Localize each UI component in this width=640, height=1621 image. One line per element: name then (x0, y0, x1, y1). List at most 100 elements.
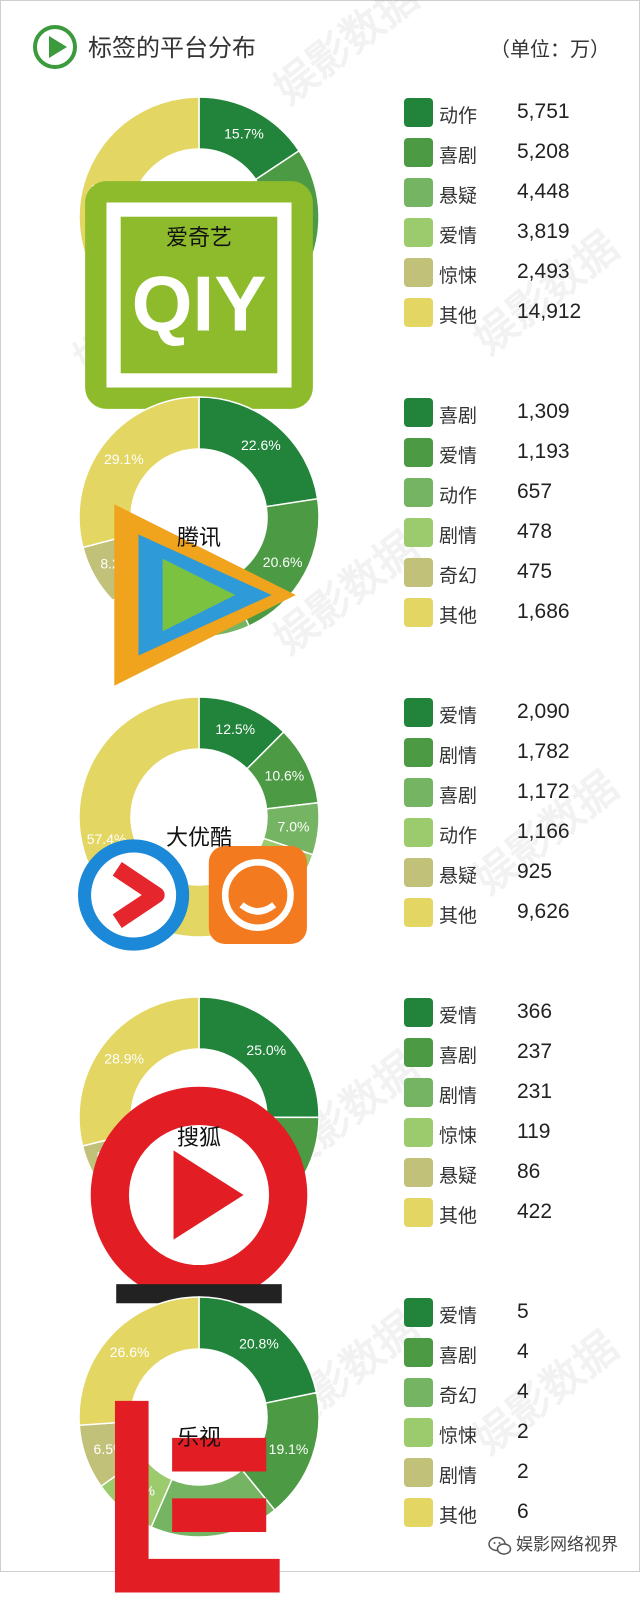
legend-swatch (404, 98, 433, 127)
legend-value-label: 4 (517, 1340, 529, 1363)
legend-item: 惊悚 2,493 (404, 258, 624, 288)
legend-category-label: 喜剧 (439, 406, 478, 427)
platform-section-sohu: 25.0%16.3%15.8%8.2%5.9%28.9% 搜狐 爱情 366 喜剧 2… (0, 996, 640, 1304)
legend-swatch (404, 1298, 433, 1327)
legend-swatch (404, 298, 433, 327)
platform-name: 搜狐 (176, 1125, 221, 1150)
legend-value-label: 119 (517, 1120, 551, 1143)
legend-swatch (404, 898, 433, 927)
legend-category-label: 惊悚 (439, 1126, 478, 1147)
iqiyi-logo: QIY (78, 174, 320, 409)
legend-value-label: 5 (517, 1300, 529, 1323)
legend-category-label: 奇幻 (439, 1386, 478, 1407)
legend-item: 剧情 1,782 (404, 738, 624, 768)
legend-item: 喜剧 237 (404, 1038, 624, 1068)
legend-item: 动作 657 (404, 478, 624, 508)
slice-percent-label: 20.6% (263, 554, 303, 570)
legend-swatch (404, 598, 433, 627)
legend-swatch (404, 738, 433, 767)
legend-value-label: 2,090 (517, 700, 570, 723)
donut-chart: 15.7%14.2%12.1%10.4%6.8%40.7% QIY 爱奇艺 (78, 96, 320, 409)
legend-value-label: 1,166 (517, 820, 570, 843)
page-title: 标签的平台分布 (88, 35, 256, 62)
donut-chart: 20.8% 19.1% 18.4% 8.5% 6.5% 26.6% 乐视 (78, 1296, 320, 1593)
legend-category-label: 剧情 (439, 526, 478, 547)
legend-value-label: 657 (517, 480, 553, 503)
legend-category-label: 剧情 (439, 1466, 478, 1487)
legend-value-label: 237 (517, 1040, 553, 1063)
legend-value-label: 5,208 (517, 140, 570, 163)
legend-swatch (404, 1418, 433, 1447)
tencent-video-logo (78, 474, 320, 686)
legend-category-label: 动作 (439, 826, 478, 847)
slice-percent-label: 22.6% (241, 437, 281, 453)
unit-label: （单位：万） (490, 39, 610, 61)
legend-item: 爱情 5 (404, 1298, 624, 1328)
legend-value-label: 4 (517, 1380, 529, 1403)
slice-percent-label: 12.5% (215, 721, 255, 737)
legend-value-label: 3,819 (517, 220, 570, 243)
legend-value-label: 366 (517, 1000, 553, 1023)
legend-category-label: 喜剧 (439, 146, 478, 167)
slice-percent-label: 15.7% (224, 125, 264, 141)
legend-item: 爱情 366 (404, 998, 624, 1028)
youku-tudou-icon (78, 839, 307, 951)
legend-category-label: 喜剧 (439, 1046, 478, 1067)
legend-category-label: 悬疑 (439, 1166, 478, 1187)
legend-item: 其他 14,912 (404, 298, 624, 328)
legend-value-label: 925 (517, 860, 553, 883)
legend-category-label: 其他 (439, 1206, 478, 1227)
legend-swatch (404, 1378, 433, 1407)
legend-category-label: 爱情 (439, 446, 478, 467)
legend-item: 奇幻 4 (404, 1378, 624, 1408)
platform-name: 腾讯 (176, 525, 221, 550)
legend-value-label: 478 (517, 520, 553, 543)
platform-name: 大优酷 (165, 825, 232, 850)
legend-item: 喜剧 4 (404, 1338, 624, 1368)
legend-item: 其他 422 (404, 1198, 624, 1228)
legend-swatch (404, 1498, 433, 1527)
legend-swatch (404, 398, 433, 427)
legend-item: 悬疑 925 (404, 858, 624, 888)
legend-swatch (404, 818, 433, 847)
legend-swatch (404, 998, 433, 1027)
legend-swatch (404, 258, 433, 287)
donut-chart: 25.0%16.3%15.8%8.2%5.9%28.9% 搜狐 (78, 996, 320, 1304)
legend-value-label: 2 (517, 1420, 529, 1443)
legend-value-label: 4,448 (517, 180, 570, 203)
legend-value-label: 1,172 (517, 780, 570, 803)
legend-swatch (404, 518, 433, 547)
legend-swatch (404, 1158, 433, 1187)
legend-value-label: 422 (517, 1200, 553, 1223)
legend-category-label: 动作 (439, 106, 478, 127)
platform-section-youku: 12.5%10.6%7.0%7.0%5.5%57.4% 大优酷 爱情2,090剧… (0, 696, 640, 996)
legend-item: 惊悚 2 (404, 1418, 624, 1448)
donut-slice-爱情 (198, 996, 320, 1119)
legend-swatch (404, 1078, 433, 1107)
legend-item: 其他 6 (404, 1498, 624, 1528)
iqiyi-logo-icon: QIY (85, 181, 313, 409)
legend-value-label: 5,751 (517, 100, 570, 123)
sohu-video-logo (78, 1074, 320, 1304)
platform-section-letv: 20.8% 19.1% 18.4% 8.5% 6.5% 26.6% 乐视 爱情 5 喜剧 4 奇幻… (0, 1296, 640, 1596)
slice-percent-label: 28.9% (104, 1051, 144, 1067)
legend-swatch (404, 698, 433, 727)
legend-value-label: 14,912 (517, 300, 582, 323)
donut-slice-其他 (78, 1296, 200, 1426)
platform-name: 乐视 (176, 1425, 221, 1450)
legend-value-label: 2 (517, 1460, 529, 1483)
legend-item: 奇幻 475 (404, 558, 624, 588)
legend-category-label: 悬疑 (439, 186, 478, 207)
donut-chart: 12.5%10.6%7.0%7.0%5.5%57.4% 大优酷 (78, 696, 320, 951)
legend-category-label: 其他 (439, 306, 478, 327)
slice-percent-label: 10.6% (265, 767, 305, 783)
legend-category-label: 爱情 (439, 1006, 478, 1027)
legend-swatch (404, 1038, 433, 1067)
legend-item: 剧情 231 (404, 1078, 624, 1108)
legend-item: 其他 9,626 (404, 898, 624, 928)
legend-item: 其他 1,686 (404, 598, 624, 628)
legend-swatch (404, 1118, 433, 1147)
legend-swatch (404, 558, 433, 587)
legend-swatch (404, 1458, 433, 1487)
legend-swatch (404, 138, 433, 167)
